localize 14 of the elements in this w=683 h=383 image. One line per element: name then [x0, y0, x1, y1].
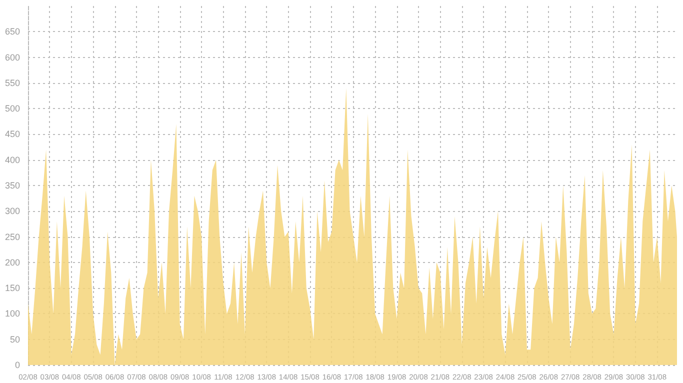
- y-tick-label: 600: [4, 52, 20, 62]
- y-tick-label: 450: [4, 129, 20, 140]
- y-tick-label: 0: [14, 360, 20, 370]
- y-tick-label: 500: [4, 104, 20, 114]
- y-tick-label: 350: [4, 180, 20, 190]
- y-tick-label: 550: [4, 78, 20, 88]
- y-tick-label: 150: [4, 283, 20, 294]
- y-tick-label: 650: [4, 26, 20, 37]
- y-tick-label: 100: [4, 308, 20, 319]
- y-tick-label: 50: [10, 334, 20, 344]
- y-tick-label: 300: [4, 206, 20, 216]
- y-tick-label: 250: [4, 232, 20, 242]
- y-tick-label: 400: [4, 154, 20, 165]
- y-tick-label: 200: [4, 257, 20, 268]
